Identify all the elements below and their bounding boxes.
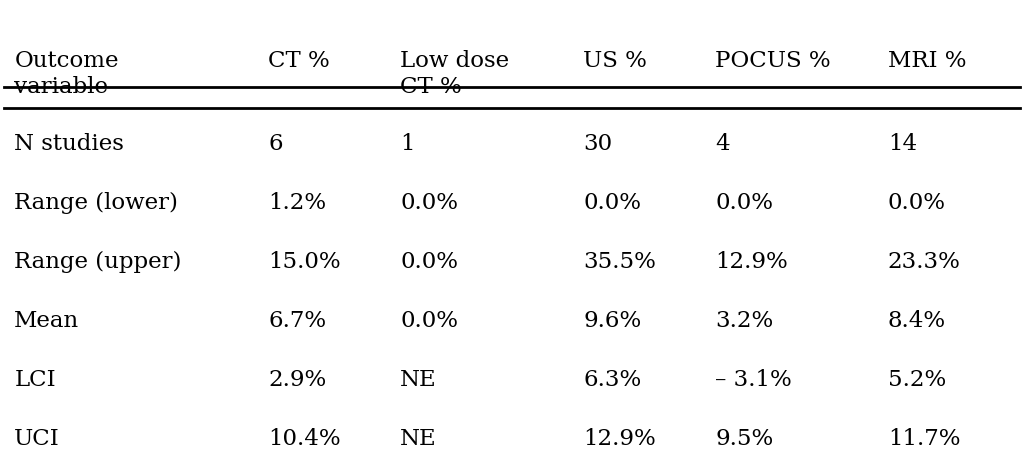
Text: Range (upper): Range (upper) <box>14 251 181 273</box>
Text: 0.0%: 0.0% <box>400 251 459 273</box>
Text: 6.3%: 6.3% <box>583 369 641 391</box>
Text: 0.0%: 0.0% <box>583 192 641 214</box>
Text: 0.0%: 0.0% <box>888 192 946 214</box>
Text: 11.7%: 11.7% <box>888 428 961 450</box>
Text: 6.7%: 6.7% <box>268 310 327 332</box>
Text: UCI: UCI <box>14 428 60 450</box>
Text: 14: 14 <box>888 133 916 155</box>
Text: 0.0%: 0.0% <box>400 310 459 332</box>
Text: – 3.1%: – 3.1% <box>715 369 792 391</box>
Text: MRI %: MRI % <box>888 50 967 72</box>
Text: 12.9%: 12.9% <box>583 428 655 450</box>
Text: N studies: N studies <box>14 133 124 155</box>
Text: 8.4%: 8.4% <box>888 310 946 332</box>
Text: Mean: Mean <box>14 310 80 332</box>
Text: LCI: LCI <box>14 369 56 391</box>
Text: 0.0%: 0.0% <box>715 192 773 214</box>
Text: 10.4%: 10.4% <box>268 428 341 450</box>
Text: 4: 4 <box>715 133 730 155</box>
Text: 15.0%: 15.0% <box>268 251 341 273</box>
Text: NE: NE <box>400 369 437 391</box>
Text: 12.9%: 12.9% <box>715 251 787 273</box>
Text: 9.5%: 9.5% <box>715 428 773 450</box>
Text: 23.3%: 23.3% <box>888 251 961 273</box>
Text: 6: 6 <box>268 133 283 155</box>
Text: POCUS %: POCUS % <box>715 50 830 72</box>
Text: US %: US % <box>583 50 647 72</box>
Text: 35.5%: 35.5% <box>583 251 656 273</box>
Text: CT %: CT % <box>268 50 330 72</box>
Text: NE: NE <box>400 428 437 450</box>
Text: 0.0%: 0.0% <box>400 192 459 214</box>
Text: 3.2%: 3.2% <box>715 310 773 332</box>
Text: 5.2%: 5.2% <box>888 369 946 391</box>
Text: 1.2%: 1.2% <box>268 192 327 214</box>
Text: Outcome
variable: Outcome variable <box>14 50 119 98</box>
Text: 30: 30 <box>583 133 612 155</box>
Text: 2.9%: 2.9% <box>268 369 327 391</box>
Text: 1: 1 <box>400 133 415 155</box>
Text: Range (lower): Range (lower) <box>14 192 178 214</box>
Text: 9.6%: 9.6% <box>583 310 641 332</box>
Text: Low dose
CT %: Low dose CT % <box>400 50 509 98</box>
